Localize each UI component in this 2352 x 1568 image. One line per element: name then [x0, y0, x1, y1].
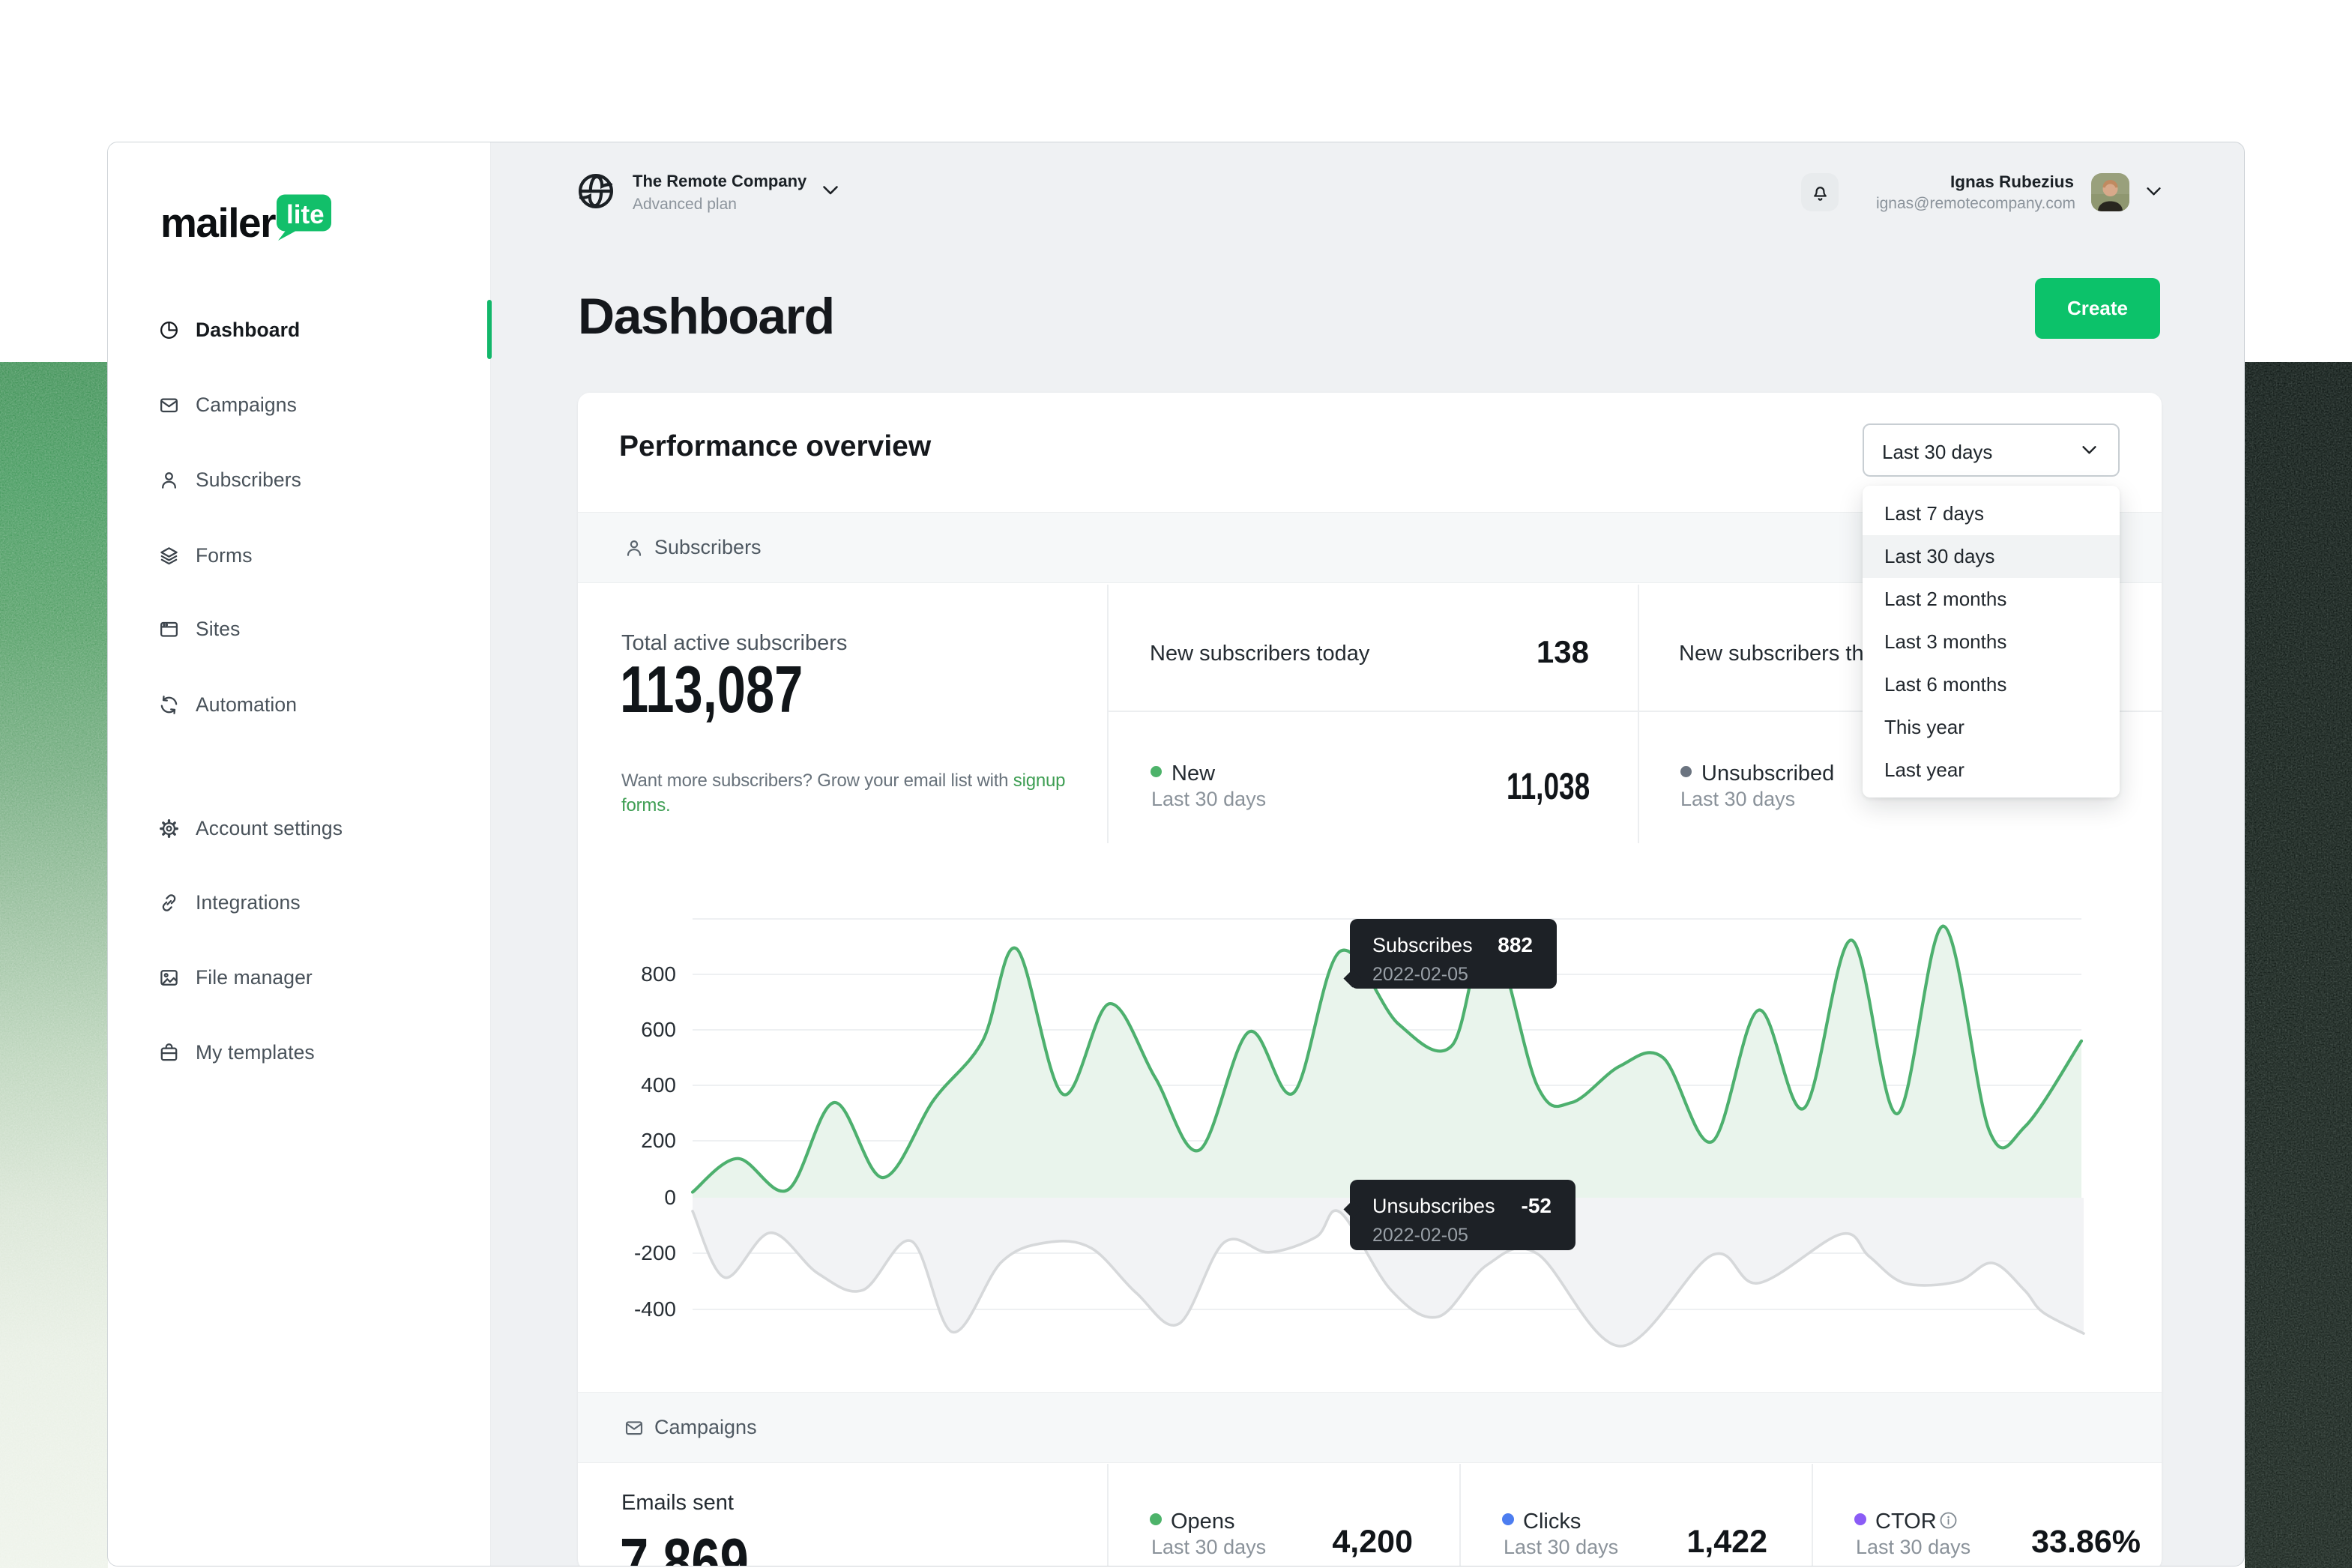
svg-text:800: 800 — [641, 962, 676, 986]
svg-text:lite: lite — [286, 200, 325, 229]
svg-text:-400: -400 — [634, 1297, 676, 1321]
svg-text:0: 0 — [664, 1186, 676, 1209]
svg-text:600: 600 — [641, 1018, 676, 1041]
svg-text:200: 200 — [641, 1129, 676, 1152]
svg-text:400: 400 — [641, 1073, 676, 1097]
svg-text:-200: -200 — [634, 1241, 676, 1264]
